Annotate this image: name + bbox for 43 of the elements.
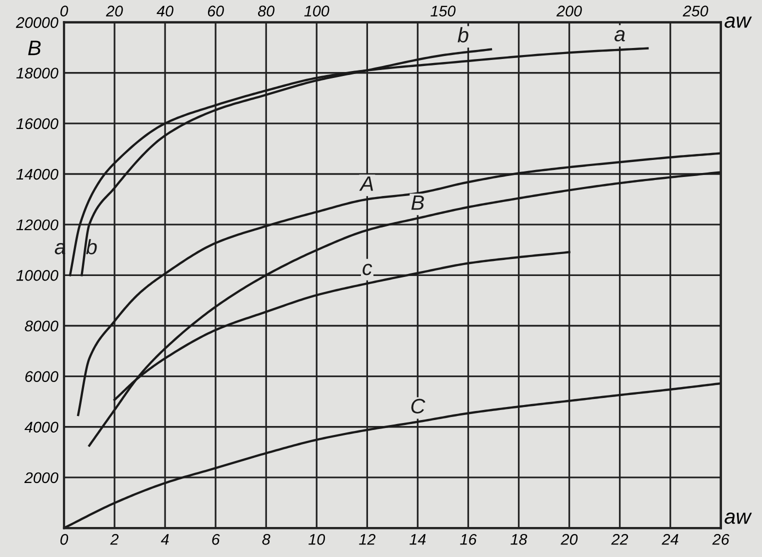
x-tick-label: 2 <box>110 534 119 545</box>
x-tick-label: 0 <box>60 534 68 545</box>
series-label: c <box>362 264 372 276</box>
y-tick-label: 8000 <box>24 320 58 332</box>
series-label: A <box>359 176 373 191</box>
y-tick-label: 18000 <box>16 68 58 79</box>
y-tick-label: 6000 <box>25 371 58 382</box>
x-tick-label: 22 <box>611 534 628 545</box>
x-tick-label: 26 <box>712 534 730 545</box>
x-tick-label: 6 <box>212 534 220 545</box>
x-tick-label: 12 <box>359 534 376 545</box>
x2-tick-label: 0 <box>60 6 68 16</box>
series-label: B <box>411 195 424 210</box>
x2-tick-label: 150 <box>430 6 456 16</box>
x-tick-label: 10 <box>308 534 326 545</box>
y-axis-title: B <box>28 40 41 56</box>
x2-tick-label: 60 <box>208 6 224 16</box>
x-tick-label: 8 <box>262 534 270 545</box>
x-tick-label: 14 <box>410 534 426 545</box>
y-tick-label: 20000 <box>16 17 58 28</box>
x2-tick-label: 200 <box>556 6 582 16</box>
x2-tick-label: 80 <box>258 6 274 16</box>
series-label: C <box>411 398 426 414</box>
series-label: b <box>86 239 97 254</box>
x-tick-label: 4 <box>160 534 169 545</box>
y-tick-label: 2000 <box>24 472 58 484</box>
series-label: a <box>614 30 625 42</box>
x2-axis-title: aw <box>724 16 752 28</box>
x2-tick-label: 100 <box>304 6 330 16</box>
x2-tick-label: 250 <box>682 6 708 16</box>
y-tick-label: 4000 <box>24 422 58 433</box>
x-tick-label: 16 <box>460 534 477 545</box>
text: b <box>458 27 468 42</box>
x2-tick-label: 40 <box>156 6 174 16</box>
y-tick-label: 16000 <box>16 118 58 130</box>
x-tick-label: 24 <box>662 534 678 545</box>
x2-tick-label: 20 <box>106 6 123 16</box>
x-axis-title: aw <box>724 512 752 524</box>
x-tick-label: 18 <box>510 534 528 545</box>
y-tick-label: 12000 <box>16 219 58 230</box>
x-tick-label: 20 <box>560 534 578 545</box>
y-tick-label: 14000 <box>16 168 58 180</box>
y-tick-label: 10000 <box>16 270 58 281</box>
